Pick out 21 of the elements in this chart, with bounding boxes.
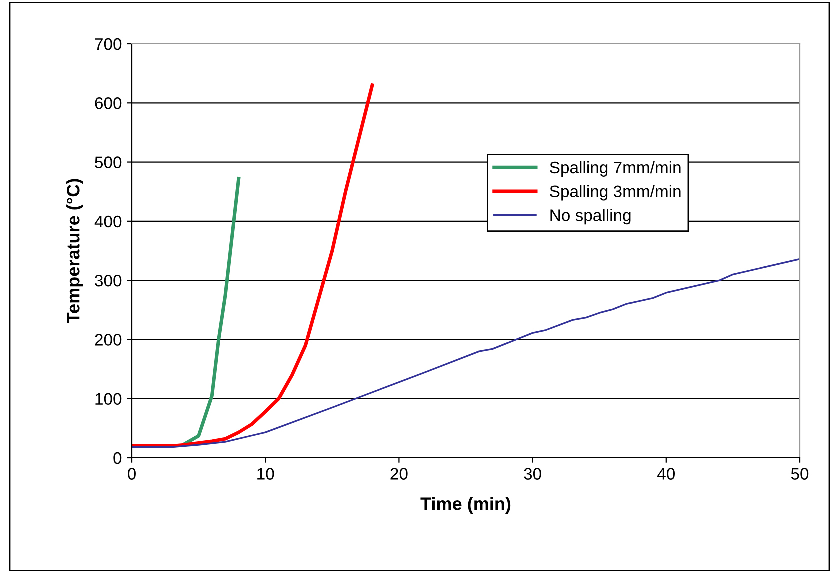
legend-label: No spalling — [550, 209, 631, 225]
legend-label: Spalling 7mm/min — [550, 161, 681, 177]
y-tick-label: 500 — [95, 156, 122, 168]
legend-label: Spalling 3mm/min — [550, 185, 681, 201]
line-series — [132, 84, 374, 448]
y-tick-label: 0 — [114, 452, 122, 464]
x-tick-label: 50 — [791, 468, 809, 480]
y-tick-label: 700 — [95, 38, 122, 50]
x-tick-label: 40 — [658, 468, 676, 480]
y-tick-label: 200 — [95, 334, 122, 346]
line-series — [184, 177, 241, 446]
y-tick-label: 400 — [94, 216, 122, 228]
y-tick-label: 600 — [95, 98, 122, 110]
x-tick-label: 0 — [128, 468, 136, 480]
y-tick-label: 100 — [96, 393, 122, 406]
y-tick-label: 300 — [95, 274, 122, 287]
y-axis-title: Temperature (°C) — [66, 179, 84, 324]
x-axis-title: Time (min) — [420, 497, 511, 514]
x-tick-label: 30 — [524, 468, 542, 480]
x-tick-label: 20 — [390, 468, 408, 480]
x-tick-label: 10 — [258, 468, 274, 480]
